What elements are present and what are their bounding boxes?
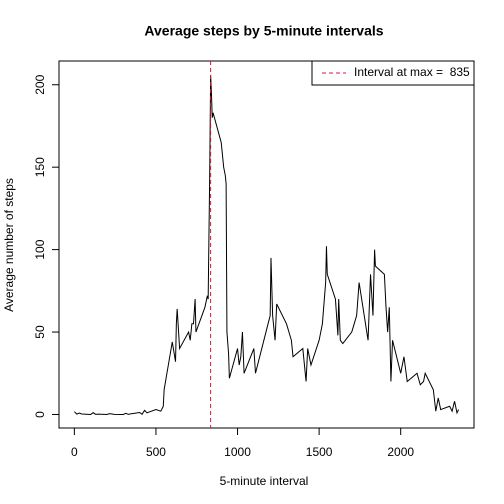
x-tick-label: 2000 xyxy=(387,445,414,459)
y-tick-label: 0 xyxy=(33,411,47,418)
y-tick-label: 100 xyxy=(33,239,47,259)
y-axis-title: Average number of steps xyxy=(2,178,16,312)
x-tick-label: 0 xyxy=(71,445,78,459)
x-tick-label: 500 xyxy=(146,445,166,459)
plot-frame xyxy=(58,60,475,429)
legend-label: Interval at max = 835 xyxy=(354,65,470,79)
x-tick-label: 1000 xyxy=(224,445,251,459)
y-tick-label: 150 xyxy=(33,157,47,177)
x-tick-label: 1500 xyxy=(306,445,333,459)
data-line xyxy=(74,74,460,416)
x-axis-title: 5-minute interval xyxy=(220,474,309,488)
y-tick-label: 50 xyxy=(33,325,47,339)
y-tick-label: 200 xyxy=(33,74,47,94)
chart-title: Average steps by 5-minute intervals xyxy=(144,23,383,39)
